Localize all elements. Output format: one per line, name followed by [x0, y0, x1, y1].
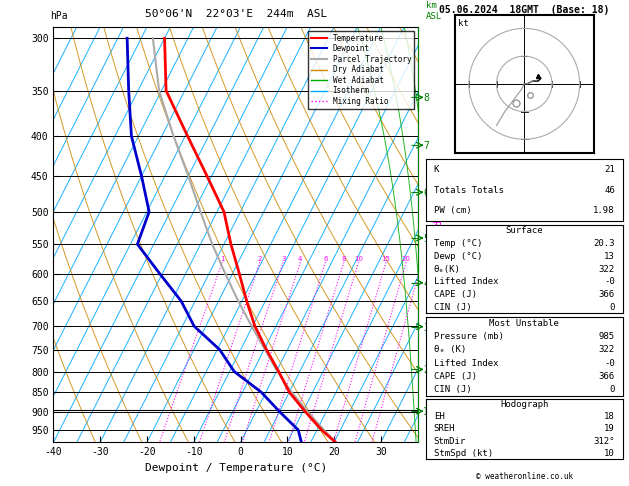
Text: 6: 6 [323, 256, 328, 262]
Text: 3: 3 [281, 256, 286, 262]
Text: EH: EH [434, 412, 445, 421]
Text: SREH: SREH [434, 424, 455, 434]
Text: 10: 10 [604, 449, 615, 458]
Text: Totals Totals: Totals Totals [434, 186, 504, 195]
Text: 18: 18 [604, 412, 615, 421]
Text: 1.98: 1.98 [593, 207, 615, 215]
Text: 15: 15 [382, 256, 391, 262]
Text: θₑ(K): θₑ(K) [434, 264, 460, 274]
Text: 366: 366 [599, 372, 615, 381]
Text: CAPE (J): CAPE (J) [434, 290, 477, 299]
Text: 05.06.2024  18GMT  (Base: 18): 05.06.2024 18GMT (Base: 18) [439, 5, 610, 15]
Text: 19: 19 [604, 424, 615, 434]
Text: LCL: LCL [426, 406, 440, 415]
Text: Dewp (°C): Dewp (°C) [434, 252, 482, 261]
Text: 10: 10 [354, 256, 363, 262]
Text: PW (cm): PW (cm) [434, 207, 471, 215]
Text: 312°: 312° [593, 436, 615, 446]
Text: Temp (°C): Temp (°C) [434, 239, 482, 248]
Text: 21: 21 [604, 165, 615, 174]
Text: Lifted Index: Lifted Index [434, 277, 498, 286]
Text: StmDir: StmDir [434, 436, 466, 446]
Text: 322: 322 [599, 346, 615, 354]
Text: 8: 8 [342, 256, 346, 262]
Text: 322: 322 [599, 264, 615, 274]
Text: CIN (J): CIN (J) [434, 385, 471, 394]
Text: 985: 985 [599, 332, 615, 341]
Text: 0: 0 [610, 303, 615, 312]
Text: -0: -0 [604, 359, 615, 367]
Text: CIN (J): CIN (J) [434, 303, 471, 312]
Text: θₑ (K): θₑ (K) [434, 346, 466, 354]
Text: © weatheronline.co.uk: © weatheronline.co.uk [476, 472, 573, 481]
Text: K: K [434, 165, 439, 174]
Text: Pressure (mb): Pressure (mb) [434, 332, 504, 341]
Text: 2: 2 [258, 256, 262, 262]
Y-axis label: Mixing Ratio (g/kg): Mixing Ratio (g/kg) [430, 179, 440, 290]
Text: -0: -0 [604, 277, 615, 286]
Text: 4: 4 [298, 256, 303, 262]
Text: CAPE (J): CAPE (J) [434, 372, 477, 381]
Text: 13: 13 [604, 252, 615, 261]
Text: Most Unstable: Most Unstable [489, 319, 559, 328]
Text: kt: kt [458, 19, 469, 28]
Text: Hodograph: Hodograph [500, 400, 548, 409]
Text: km
ASL: km ASL [426, 1, 442, 21]
Text: 366: 366 [599, 290, 615, 299]
Text: 46: 46 [604, 186, 615, 195]
Text: 20: 20 [402, 256, 411, 262]
X-axis label: Dewpoint / Temperature (°C): Dewpoint / Temperature (°C) [145, 463, 327, 473]
Legend: Temperature, Dewpoint, Parcel Trajectory, Dry Adiabat, Wet Adiabat, Isotherm, Mi: Temperature, Dewpoint, Parcel Trajectory… [308, 31, 415, 109]
Text: StmSpd (kt): StmSpd (kt) [434, 449, 493, 458]
Text: 20.3: 20.3 [593, 239, 615, 248]
Text: 0: 0 [610, 385, 615, 394]
Text: 50°06'N  22°03'E  244m  ASL: 50°06'N 22°03'E 244m ASL [145, 9, 327, 19]
Text: 1: 1 [220, 256, 225, 262]
Text: Lifted Index: Lifted Index [434, 359, 498, 367]
Text: Surface: Surface [506, 226, 543, 235]
Text: hPa: hPa [50, 11, 68, 21]
